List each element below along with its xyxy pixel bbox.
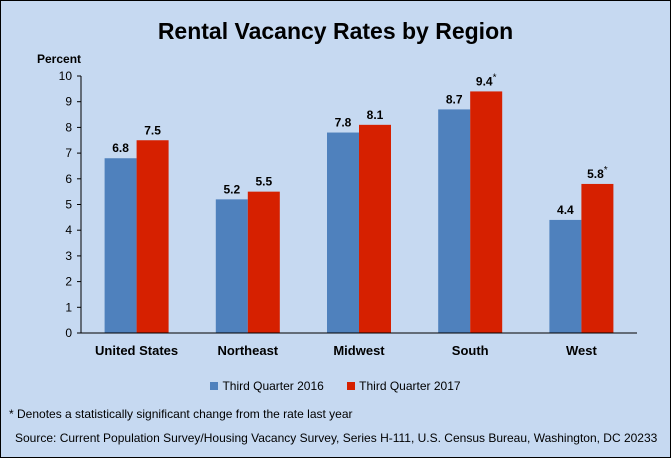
data-label: 5.8* (587, 165, 608, 181)
legend-label-2016: Third Quarter 2016 (222, 379, 324, 393)
bar-2017 (470, 91, 503, 333)
legend-label-2017: Third Quarter 2017 (359, 379, 461, 393)
y-tick-label: 10 (59, 69, 73, 83)
legend-swatch-2017 (347, 382, 356, 390)
bar-2017 (359, 124, 391, 333)
category-label: Northeast (217, 343, 278, 358)
legend-item-2017: Third Quarter 2017 (347, 379, 461, 393)
data-label: 5.2 (223, 182, 240, 196)
data-label: 8.1 (367, 108, 384, 122)
chart-title: Rental Vacancy Rates by Region (157, 18, 514, 44)
category-label: United States (95, 343, 178, 358)
bar-2016 (549, 219, 582, 333)
data-label: 4.4 (557, 203, 574, 217)
y-tick-label: 7 (65, 146, 72, 160)
bar-2017 (247, 191, 280, 333)
legend-swatch-2016 (210, 382, 219, 390)
source-note: Source: Current Population Survey/Housin… (15, 431, 658, 445)
bar-2016 (327, 132, 359, 333)
bar-2016 (104, 158, 137, 333)
data-label: 7.8 (335, 116, 352, 130)
category-label: South (452, 343, 489, 358)
bar-2016 (438, 109, 471, 333)
y-tick-label: 8 (65, 120, 72, 134)
bar-2016 (215, 199, 248, 333)
bar-2017 (581, 183, 614, 333)
legend: Third Quarter 2016 Third Quarter 2017 (1, 379, 670, 393)
data-label: 8.7 (446, 92, 463, 106)
y-tick-label: 5 (65, 198, 72, 212)
category-label: West (566, 343, 597, 358)
footnote: * Denotes a statistically significant ch… (9, 407, 353, 421)
y-tick-label: 4 (65, 223, 72, 237)
data-label: 6.8 (112, 141, 129, 155)
y-tick-label: 2 (65, 275, 72, 289)
data-label: 9.4* (476, 72, 497, 88)
y-tick-label: 9 (65, 95, 72, 109)
y-tick-label: 1 (65, 300, 72, 314)
y-tick-label: 3 (65, 249, 72, 263)
category-label: Midwest (333, 343, 385, 358)
y-axis-label: Percent (37, 52, 81, 66)
bar-2017 (136, 140, 169, 333)
legend-item-2016: Third Quarter 2016 (210, 379, 324, 393)
y-tick-label: 0 (65, 326, 72, 340)
data-label: 7.5 (144, 123, 161, 137)
y-tick-label: 6 (65, 172, 72, 186)
data-label: 5.5 (255, 175, 272, 189)
